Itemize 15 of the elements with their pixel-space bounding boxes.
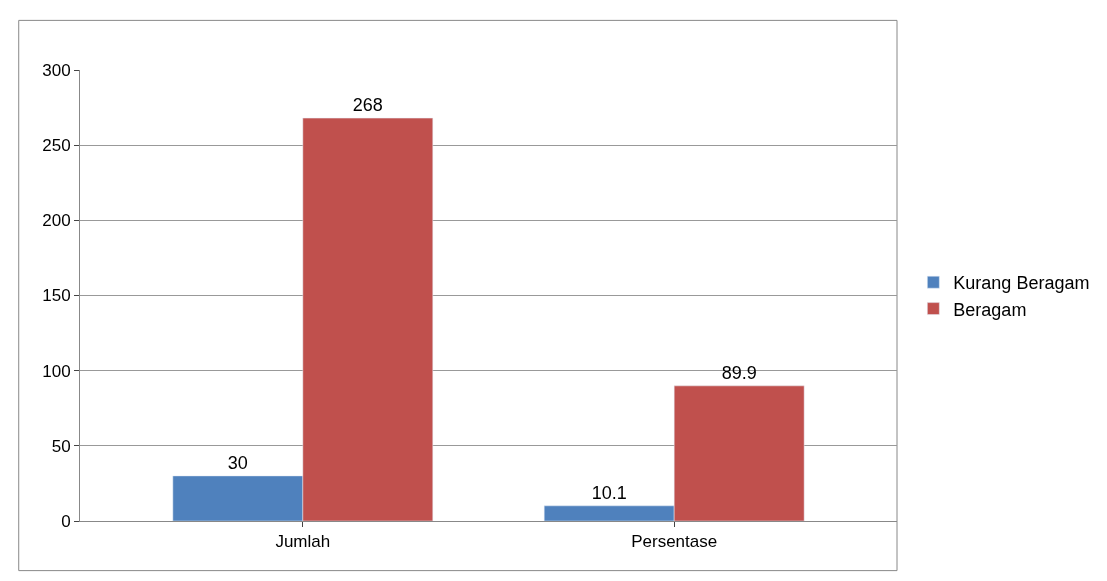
- y-tick-label: 300: [42, 60, 71, 80]
- y-tick-label: 150: [42, 286, 71, 306]
- data-label: 89.9: [721, 362, 757, 383]
- x-tick-label: Persentase: [631, 532, 718, 552]
- legend-label: Beragam: [953, 299, 1027, 320]
- y-tick-label: 200: [42, 211, 71, 231]
- y-tick-label: 250: [42, 136, 71, 156]
- legend-label: Kurang Beragam: [953, 273, 1090, 294]
- y-tick-label: 50: [51, 436, 71, 456]
- y-tick-label: 0: [61, 511, 71, 531]
- data-label: 10.1: [591, 482, 627, 503]
- data-label: 30: [227, 452, 248, 473]
- data-label: 268: [352, 95, 383, 116]
- x-tick-label: Jumlah: [275, 532, 331, 552]
- y-tick-label: 100: [42, 361, 71, 381]
